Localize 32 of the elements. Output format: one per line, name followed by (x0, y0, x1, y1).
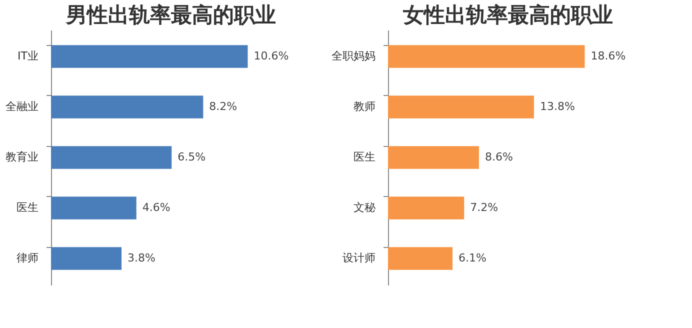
y-tick-label: 医生 (354, 150, 376, 164)
bar (388, 247, 453, 270)
bar (51, 146, 172, 169)
bar (51, 247, 122, 270)
data-label: 6.1% (458, 251, 486, 264)
y-tick-label: 医生 (16, 200, 38, 214)
data-label: 4.6% (142, 200, 170, 214)
data-label: 7.2% (470, 200, 498, 214)
bar (388, 196, 464, 220)
bar (388, 146, 479, 169)
y-tick-label: 全职妈妈 (332, 50, 376, 63)
bar (51, 96, 204, 118)
data-label: 3.8% (128, 251, 156, 264)
data-label: 10.6% (254, 50, 289, 63)
data-label: 13.8% (540, 100, 575, 114)
data-label: 6.5% (178, 150, 206, 164)
y-tick-label: IT业 (18, 50, 38, 63)
y-tick-label: 文秘 (354, 200, 376, 214)
chart-title: 女性出轨率最高的职业 (402, 3, 613, 27)
data-label: 8.2% (209, 100, 238, 114)
y-tick-label: 全融业 (6, 100, 38, 114)
bar (51, 196, 136, 220)
y-tick-label: 教师 (354, 100, 376, 114)
y-tick-label: 教育业 (6, 150, 38, 164)
bar (388, 45, 585, 68)
data-label: 18.6% (590, 50, 626, 63)
y-tick-label: 律师 (16, 251, 38, 264)
y-tick-label: 设计师 (342, 251, 376, 264)
data-label: 8.6% (484, 150, 513, 164)
bar (51, 45, 248, 68)
bar (388, 96, 534, 118)
chart-title: 男性出轨率最高的职业 (65, 3, 276, 27)
